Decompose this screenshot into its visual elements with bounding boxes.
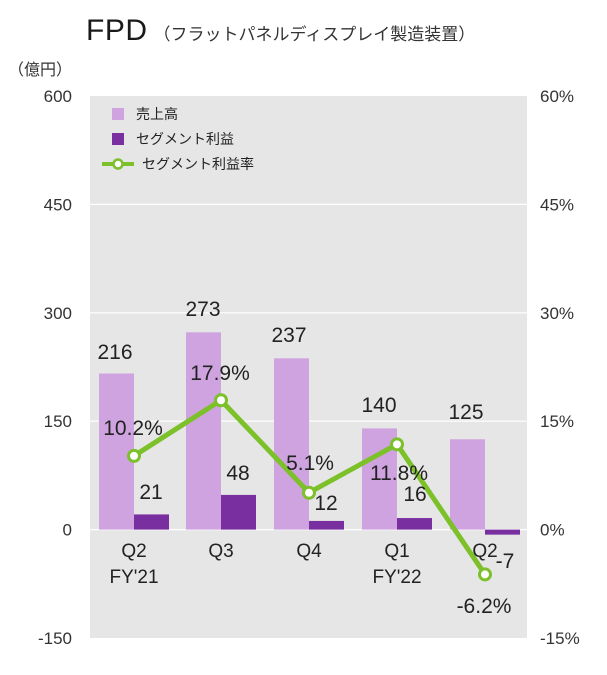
profit-data-label: 16 [403,483,426,506]
y-left-tick-label: 450 [44,195,72,214]
sales-bar [274,358,309,530]
profit-data-label: 48 [226,462,249,485]
profit-bar [485,529,520,535]
y-right-tick-label: 15% [540,412,574,431]
sales-data-label: 140 [361,394,396,417]
x-category-label: Q2 [472,541,497,562]
rate-data-label: 17.9% [190,362,250,385]
profit-data-label: -7 [496,550,515,573]
sales-data-label: 273 [185,298,220,321]
profit-data-label: 12 [314,492,337,515]
legend-sales-swatch [112,108,124,120]
profit-data-label: 21 [139,481,162,504]
rate-data-label: 11.8% [370,462,428,485]
legend-profit-swatch [112,133,124,145]
profit-rate-point [127,448,141,463]
y-right-tick-label: -15% [540,629,580,648]
rate-data-label: 5.1% [286,452,334,475]
profit-bar [309,520,344,530]
x-category-label: Q4 [296,541,322,562]
legend-sales-label: 売上高 [136,106,178,123]
y-left-tick-label: -150 [38,629,72,648]
profit-rate-point [302,485,316,500]
y-left-tick-label: 300 [44,304,72,323]
x-category-label: Q2 [121,541,146,562]
legend-rate-marker [112,158,124,170]
chart-title-main: FPD [86,14,148,47]
rate-data-label: -6.2% [457,595,512,618]
profit-bar [134,514,169,530]
x-fiscal-year-label: FY'22 [372,567,421,588]
profit-rate-point [478,567,492,582]
profit-rate-point [214,393,228,408]
y-right-tick-label: 30% [540,304,574,323]
legend-profit-label: セグメント利益 [136,132,234,148]
y-right-tick-label: 60% [540,87,574,106]
x-fiscal-year-label: FY'21 [109,567,158,588]
rate-data-label: 10.2% [103,417,163,440]
y-left-tick-label: 0 [63,521,72,540]
sales-data-label: 237 [271,324,306,347]
sales-bar [450,439,485,530]
sales-data-label: 125 [448,401,483,424]
profit-bar [221,494,256,530]
sales-bar [99,373,134,530]
y-right-tick-label: 45% [540,195,574,214]
x-category-label: Q3 [208,541,233,562]
legend-rate-label: セグメント利益率 [142,156,254,173]
x-category-label: Q1 [384,541,409,562]
sales-data-label: 216 [97,341,132,364]
profit-rate-point [390,437,404,452]
y-axis-unit: （億円） [8,60,73,79]
y-right-tick-label: 0% [540,521,565,540]
chart-title-sub: （フラットパネルディスプレイ製造装置） [153,25,476,45]
chart-title: FPD （フラットパネルディスプレイ製造装置） [86,14,475,48]
y-left-tick-label: 600 [44,87,72,106]
profit-bar [397,518,432,530]
y-left-tick-label: 150 [44,412,72,431]
sales-bar [186,332,221,530]
